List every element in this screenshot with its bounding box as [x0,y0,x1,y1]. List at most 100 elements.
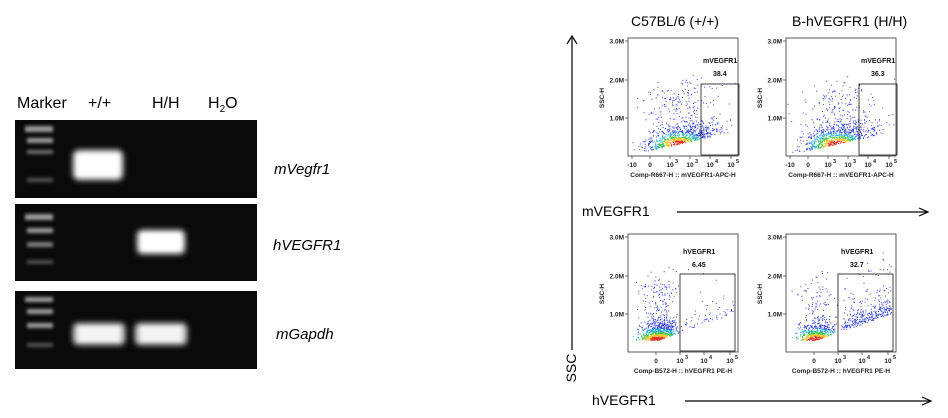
event-dot [812,296,814,298]
event-dot [686,323,688,325]
event-dot [810,146,812,148]
event-dot [653,322,655,324]
event-dot [659,324,661,326]
event-dot [806,319,807,321]
event-dot [657,338,659,340]
event-dot [830,142,832,144]
x-axis-label: Comp-R667-H :: mVEGFR1-APC-H [630,172,736,179]
x-tick-exponent: 5 [893,355,896,361]
event-dot [664,98,666,100]
event-dot [677,101,679,103]
event-dot [835,138,837,140]
event-dot [651,149,653,151]
event-dot [880,313,882,315]
event-dot [667,129,669,130]
event-dot [696,124,698,126]
event-dot [823,315,825,317]
event-dot [645,339,647,340]
event-dot [650,271,652,273]
event-dot [656,325,658,327]
event-dot [665,304,667,306]
event-dot [870,105,872,107]
event-dot [884,309,886,311]
event-dot [661,334,662,336]
event-dot [672,141,674,143]
event-dot [675,124,677,126]
event-dot [847,141,849,143]
event-dot [845,97,847,99]
event-dot [806,326,808,328]
event-dot [659,334,661,336]
event-dot [644,143,646,145]
event-dot [660,337,662,339]
event-dot [831,328,833,329]
event-dot [827,110,829,111]
event-dot [858,309,860,311]
event-dot [815,137,817,139]
event-dot [838,108,840,110]
event-dot [665,330,666,332]
event-dot [687,93,689,95]
event-dot [873,318,874,320]
event-dot [815,145,817,147]
event-dot [697,136,699,138]
event-dot [652,339,654,341]
event-dot [840,137,842,139]
event-dot [874,134,876,136]
event-dot [686,130,688,132]
event-dot [822,289,824,290]
event-dot [818,323,820,324]
event-dot [852,138,854,140]
event-dot [818,305,820,307]
event-dot [818,144,820,146]
event-dot [670,332,672,334]
event-dot [651,335,653,337]
event-dot [834,141,836,142]
event-dot [821,334,823,335]
event-dot [828,295,830,297]
event-dot [843,318,845,320]
event-dot [680,326,682,328]
event-dot [852,129,854,131]
event-dot [651,285,653,287]
event-dot [668,331,670,333]
event-dot [688,269,689,271]
event-dot [650,140,652,142]
event-dot [689,138,691,140]
event-dot [854,302,856,304]
event-dot [847,76,849,78]
event-dot [644,339,646,340]
event-dot [825,329,827,331]
event-dot [855,121,857,123]
event-dot [821,144,823,146]
event-dot [657,305,658,307]
event-dot [694,134,695,136]
event-dot [680,101,681,103]
event-dot [670,139,672,141]
event-dot [666,332,668,334]
event-dot [857,321,859,323]
event-dot [802,333,804,335]
event-dot [650,337,651,339]
event-dot [883,314,885,316]
event-dot [708,132,710,134]
event-dot [827,143,829,144]
event-dot [850,117,852,119]
event-dot [709,123,711,124]
event-dot [837,130,839,131]
event-dot [675,140,677,142]
event-dot [849,102,850,104]
gate-name: mVEGFR1 [703,58,737,65]
event-dot [834,107,835,109]
event-dot [658,279,660,281]
event-dot [655,113,657,115]
event-dot [866,321,868,323]
event-dot [838,102,840,104]
event-dot [667,319,669,321]
event-dot [655,332,657,334]
event-dot [856,126,858,128]
event-dot [827,304,829,306]
event-dot [819,338,820,340]
event-dot [832,330,834,332]
event-dot [676,143,678,145]
